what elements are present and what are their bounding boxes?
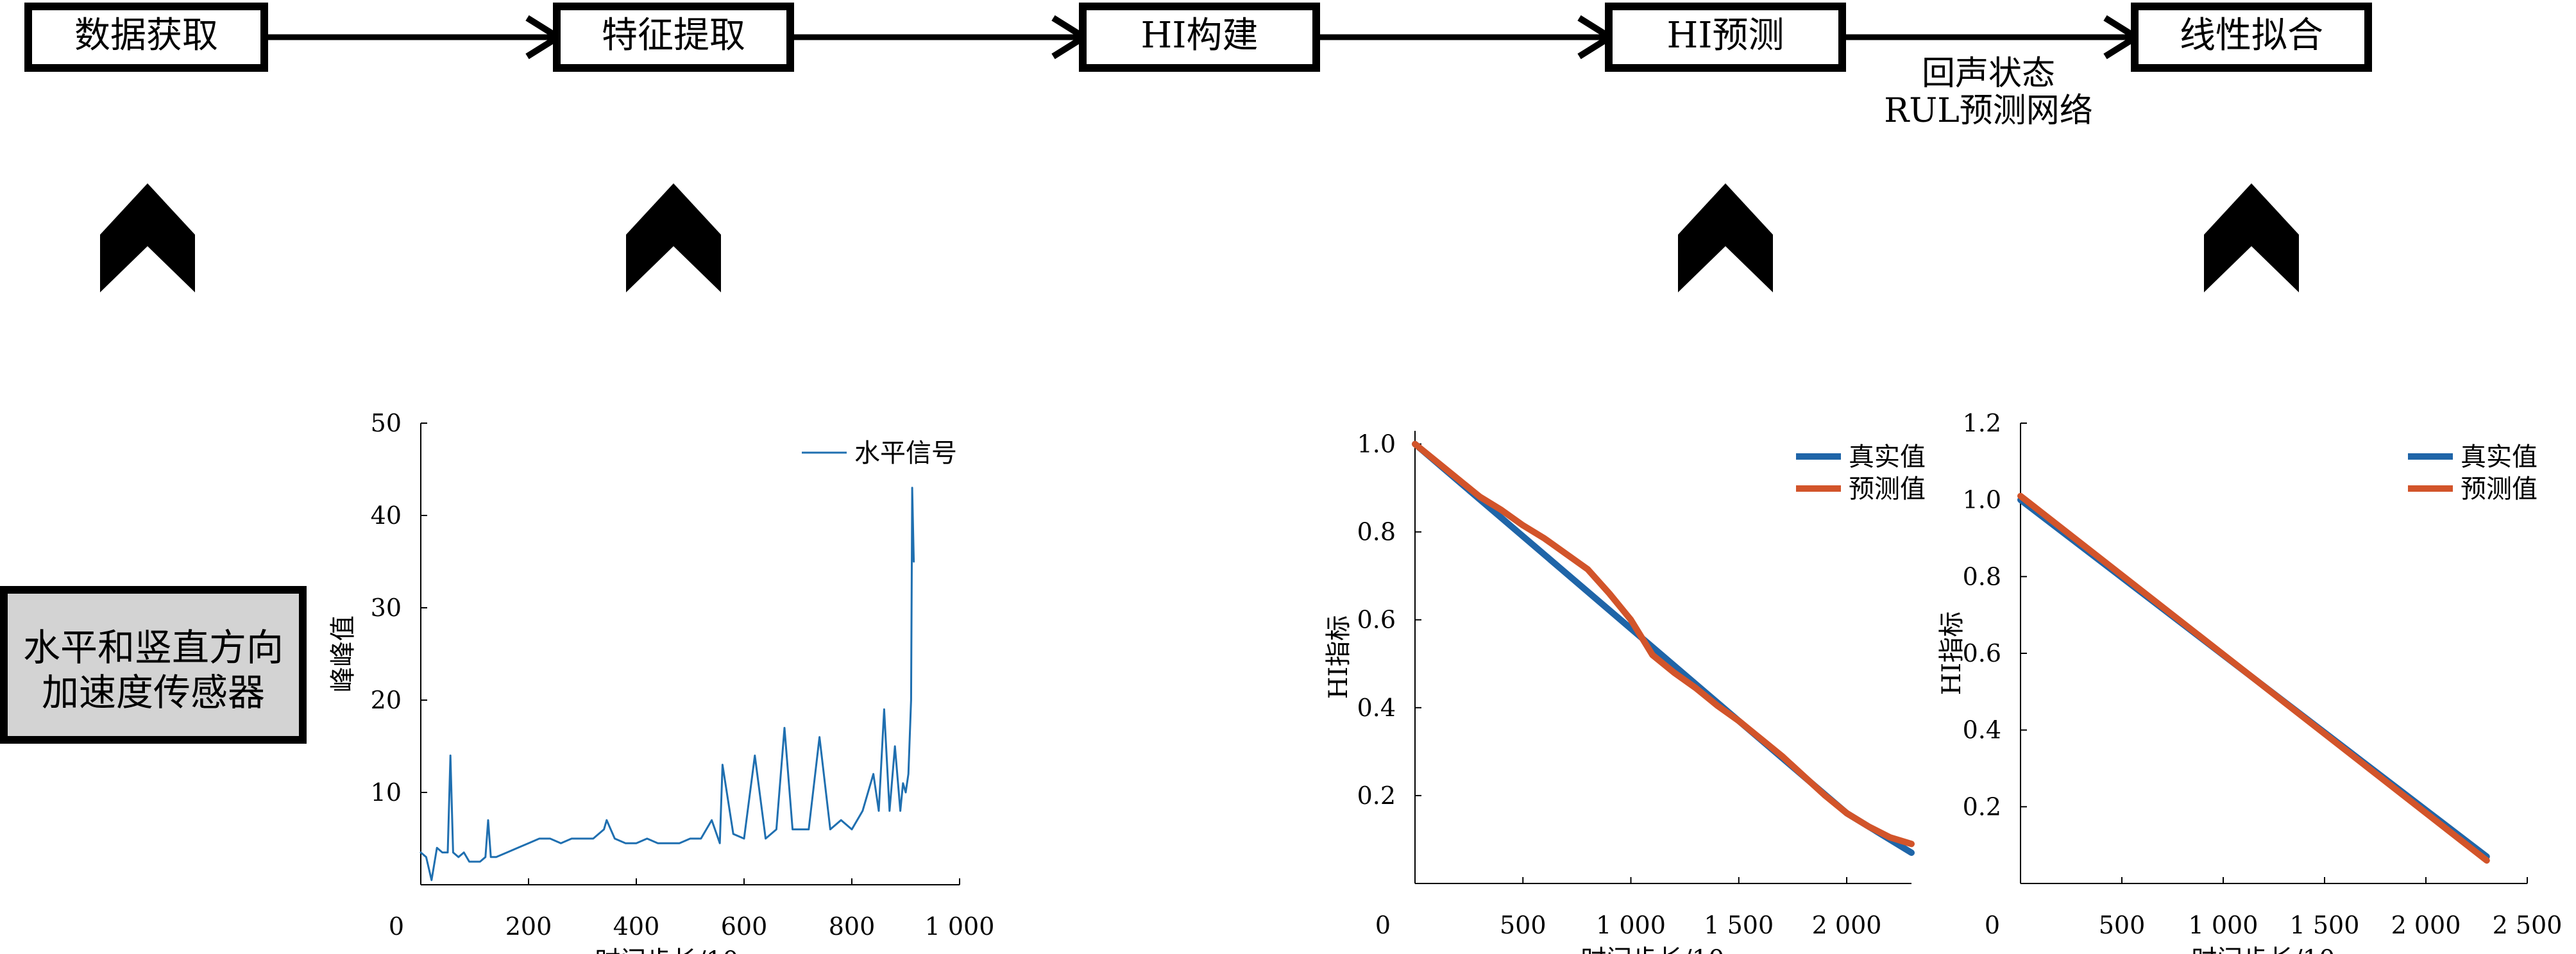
x-tick-label: 1 000 [925, 912, 995, 941]
step-box-4: HI预测 [1605, 3, 1846, 72]
x-tick-label: 500 [2099, 911, 2146, 939]
x-tick-label: 1 500 [1704, 911, 1774, 939]
y-tick-label: 40 [371, 501, 402, 530]
y-tick-label: 0.4 [1963, 716, 2001, 744]
legend-label: 真实值 [2461, 442, 2538, 472]
y-tick-label: 0.8 [1357, 518, 1396, 546]
step-label-5: 线性拟合 [2180, 15, 2323, 56]
x-axis-label: 时间步长/10 s [1580, 945, 1746, 954]
x-tick-label: 1 000 [1596, 911, 1666, 939]
y-tick-label: 1.2 [1963, 409, 2001, 437]
step-label-1: 数据获取 [74, 15, 218, 56]
series-line-b [2017, 492, 2490, 864]
legend-label: 水平信号 [854, 439, 957, 468]
legend-label: 预测值 [1849, 474, 1926, 504]
step-box-3: HI构建 [1079, 3, 1320, 72]
x-axis-label: 时间步长/10 s [2191, 945, 2357, 954]
sensor-label-line2: 加速度传感器 [42, 671, 265, 714]
x-tick-label: 2 000 [1812, 911, 1882, 939]
y-tick-label: 30 [371, 594, 402, 622]
sensor-box: 水平和竖直方向 加速度传感器 [0, 586, 307, 744]
chevron-up-icon [1678, 183, 1773, 292]
x-axis-label: 时间步长/10 s [595, 946, 760, 954]
y-axis-label: HI指标 [1324, 615, 1353, 699]
chevron-up-icon [626, 183, 721, 292]
x-tick-label: 500 [1500, 911, 1546, 939]
linear-fit-chart: 0 500 1 000 1 500 2 000 2 500 0.2 0.4 0.6 0.8 1.0 1… [1937, 409, 2562, 954]
x-tick-label: 2 000 [2391, 911, 2461, 939]
x-tick-label: 1 000 [2189, 911, 2258, 939]
up-chevrons [100, 183, 2299, 292]
y-axis-label: HI指标 [1937, 612, 1967, 696]
x-tick-label: 0 [389, 912, 404, 941]
y-tick-label: 0.6 [1357, 606, 1396, 634]
step-box-1: 数据获取 [24, 3, 268, 72]
x-tick-label: 400 [613, 912, 660, 941]
y-tick-label: 0.2 [1357, 782, 1396, 810]
y-tick-label: 0.2 [1963, 792, 2001, 821]
y-axis-label: 峰峰值 [328, 615, 358, 692]
y-tick-label: 50 [371, 409, 402, 437]
legend-label: 预测值 [2461, 474, 2538, 504]
legend-label: 真实值 [1849, 442, 1926, 472]
chevron-up-icon [100, 183, 195, 292]
series-line-a [419, 487, 915, 882]
y-tick-label: 0.4 [1357, 694, 1396, 722]
step-box-5: 线性拟合 [2131, 3, 2372, 72]
y-tick-label: 0.8 [1963, 562, 2001, 590]
step-box-2: 特征提取 [553, 3, 794, 72]
y-tick-label: 20 [371, 686, 402, 714]
y-tick-label: 1.0 [1963, 486, 2001, 514]
sensor-label-line1: 水平和竖直方向 [23, 626, 284, 669]
x-tick-label: 0 [1375, 911, 1391, 939]
step-label-2: 特征提取 [602, 15, 745, 56]
x-tick-label: 2 500 [2493, 911, 2563, 939]
arrow-label-line1: 回声状态 [1922, 54, 2055, 93]
step-label-3: HI构建 [1141, 15, 1258, 56]
hi-prediction-chart: 0 500 1 000 1 500 2 000 0.2 0.4 0.6 0.8 1.0 时间步长/1… [1324, 430, 1926, 954]
peak-to-peak-chart: 0 200 400 600 800 1 000 10 20 30 40 50 时间步长/10 s 峰峰值… [328, 409, 994, 954]
x-tick-label: 200 [505, 912, 552, 941]
x-tick-label: 1 500 [2290, 911, 2360, 939]
y-tick-label: 1.0 [1357, 430, 1396, 458]
y-tick-label: 10 [371, 778, 402, 807]
arrow-label-line2: RUL预测网络 [1884, 92, 2093, 130]
y-tick-label: 0.6 [1963, 639, 2001, 667]
series-line-b [1412, 440, 1915, 848]
x-tick-label: 800 [829, 912, 876, 941]
x-tick-label: 0 [1985, 911, 2000, 939]
pipeline: 数据获取 特征提取 HI构建 HI预测 线性拟合 回声状态 RUL预测网络 [24, 3, 2372, 130]
chevron-up-icon [2204, 183, 2299, 292]
step-label-4: HI预测 [1667, 15, 1784, 56]
x-tick-label: 600 [721, 912, 768, 941]
